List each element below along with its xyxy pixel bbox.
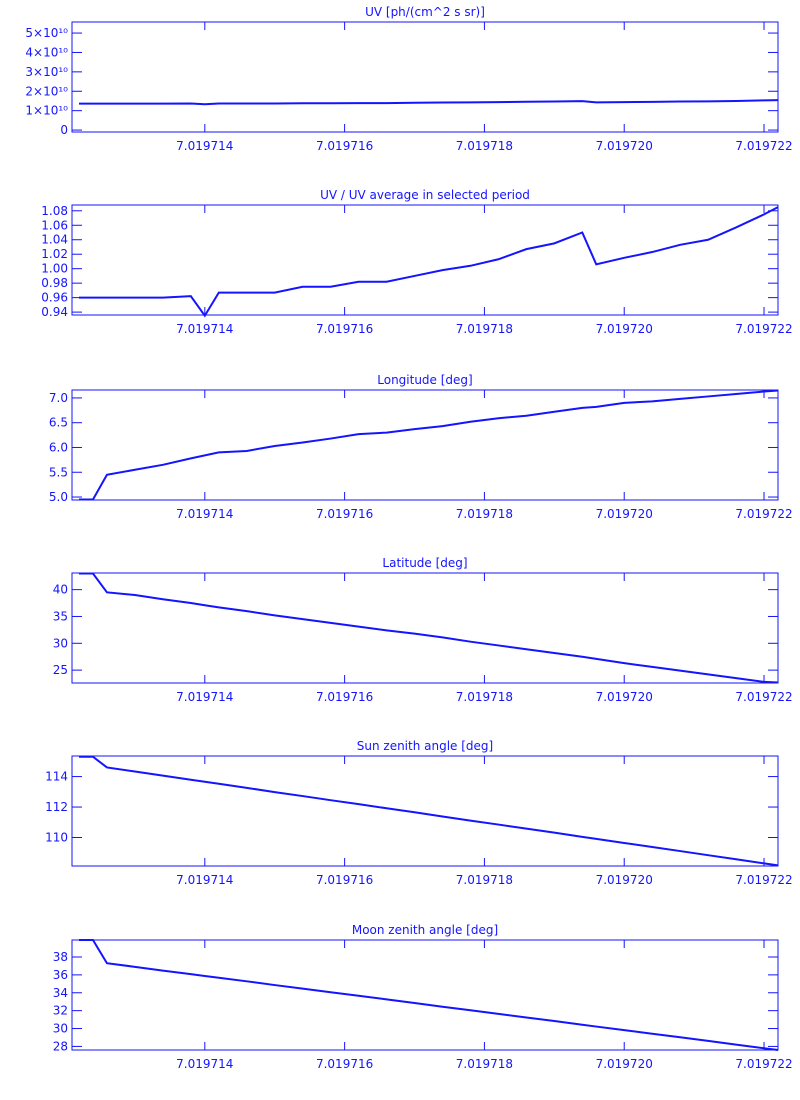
y-tick-label: 5.0 [49,490,68,504]
y-tick-label: 0.96 [41,291,68,305]
x-tick-label: 7.019720 [596,322,653,336]
x-tick-label: 7.019722 [735,322,792,336]
x-tick-label: 7.019716 [316,873,373,887]
y-tick-label: 4×10¹⁰ [25,45,68,59]
y-tick-label: 1.02 [41,247,68,261]
y-tick-label: 0.94 [41,305,68,319]
x-tick-label: 7.019714 [176,690,233,704]
y-tick-label: 1×10¹⁰ [25,104,68,118]
chart-title: Latitude [deg] [382,556,467,570]
x-tick-label: 7.019714 [176,507,233,521]
y-tick-label: 38 [53,950,68,964]
x-tick-label: 7.019722 [735,507,792,521]
y-tick-label: 30 [53,636,68,650]
plot-frame [71,204,779,316]
x-tick-label: 7.019722 [735,1057,792,1071]
x-tick-label: 7.019714 [176,873,233,887]
x-tick-label: 7.019722 [735,139,792,153]
chart-title: Moon zenith angle [deg] [352,923,498,937]
x-tick-label: 7.019718 [456,507,513,521]
chart-title: Sun zenith angle [deg] [357,739,493,753]
plot-frame [71,389,779,501]
chart-title: UV / UV average in selected period [320,188,530,202]
y-tick-label: 114 [45,770,68,784]
data-line [78,572,779,684]
y-tick-label: 110 [45,831,68,845]
x-tick-label: 7.019716 [316,690,373,704]
y-tick-label: 2×10¹⁰ [25,84,68,98]
x-tick-label: 7.019718 [456,690,513,704]
chart-title: UV [ph/(cm^2 s sr)] [365,5,485,19]
y-tick-label: 32 [53,1004,68,1018]
plot-frame [71,572,779,684]
x-tick-label: 7.019716 [316,1057,373,1071]
data-line [78,755,779,867]
y-tick-label: 35 [53,609,68,623]
data-line [78,939,779,1051]
y-tick-label: 5×10¹⁰ [25,26,68,40]
y-tick-label: 28 [53,1039,68,1053]
y-tick-label: 5.5 [49,465,68,479]
plot-frame [71,21,779,133]
y-tick-label: 112 [45,800,68,814]
chart-title: Longitude [deg] [377,373,472,387]
x-tick-label: 7.019722 [735,873,792,887]
y-tick-label: 6.5 [49,416,68,430]
x-tick-label: 7.019716 [316,139,373,153]
x-tick-label: 7.019718 [456,1057,513,1071]
x-tick-label: 7.019714 [176,1057,233,1071]
x-tick-label: 7.019716 [316,322,373,336]
y-tick-label: 30 [53,1022,68,1036]
x-tick-label: 7.019720 [596,690,653,704]
y-tick-label: 36 [53,968,68,982]
x-tick-label: 7.019720 [596,139,653,153]
x-tick-label: 7.019714 [176,139,233,153]
data-line [78,389,779,501]
x-tick-label: 7.019722 [735,690,792,704]
x-tick-label: 7.019720 [596,873,653,887]
y-tick-label: 1.00 [41,262,68,276]
x-tick-label: 7.019714 [176,322,233,336]
y-tick-label: 1.08 [41,204,68,218]
x-tick-label: 7.019718 [456,139,513,153]
x-tick-label: 7.019716 [316,507,373,521]
y-tick-label: 40 [53,583,68,597]
y-tick-label: 0 [60,123,68,137]
y-tick-label: 3×10¹⁰ [25,65,68,79]
x-tick-label: 7.019720 [596,1057,653,1071]
x-tick-label: 7.019718 [456,873,513,887]
data-line [78,206,779,318]
y-tick-label: 1.04 [41,233,68,247]
data-line [78,99,779,106]
y-tick-label: 0.98 [41,276,68,290]
y-tick-label: 1.06 [41,218,68,232]
y-tick-label: 7.0 [49,391,68,405]
x-tick-label: 7.019718 [456,322,513,336]
y-tick-label: 6.0 [49,440,68,454]
x-tick-label: 7.019720 [596,507,653,521]
y-tick-label: 25 [53,663,68,677]
y-tick-label: 34 [53,986,68,1000]
plot-frame [71,939,779,1051]
plot-frame [71,755,779,867]
